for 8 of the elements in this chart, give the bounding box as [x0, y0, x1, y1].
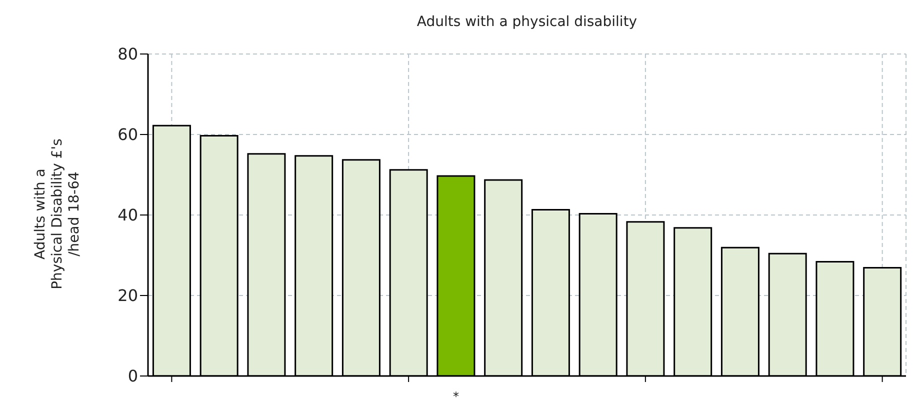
y-tick-label: 40	[118, 206, 138, 225]
y-tick-label: 60	[118, 125, 138, 144]
y-tick-label: 0	[128, 366, 138, 386]
chart-title: Adults with a physical disability	[416, 14, 638, 30]
y-axis-title: Adults with a Physical Disability £'s /head 18-64	[32, 138, 84, 290]
y-tick-label: 20	[118, 286, 138, 306]
x-tick-label: *	[452, 390, 459, 404]
y-tick-label: 80	[118, 44, 138, 64]
